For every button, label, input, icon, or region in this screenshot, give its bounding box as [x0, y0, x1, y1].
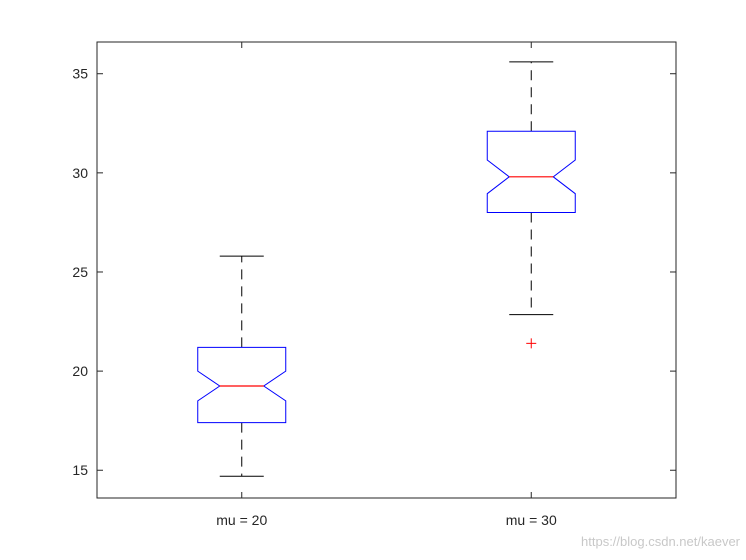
y-tick-label: 20	[72, 363, 88, 379]
watermark-text: https://blog.csdn.net/kaever	[581, 534, 741, 549]
x-tick-label: mu = 30	[506, 512, 557, 528]
plot-area: 15 20 25 30 35 mu = 20 mu = 30	[72, 41, 677, 528]
notched-box	[486, 130, 576, 214]
y-tick-label: 30	[72, 165, 88, 181]
axes-frame	[96, 41, 677, 499]
x-tick-label: mu = 20	[216, 512, 267, 528]
y-tick-label: 15	[72, 462, 88, 478]
y-tick-label: 35	[72, 66, 88, 82]
notched-box	[197, 346, 287, 424]
y-tick-label: 25	[72, 264, 88, 280]
